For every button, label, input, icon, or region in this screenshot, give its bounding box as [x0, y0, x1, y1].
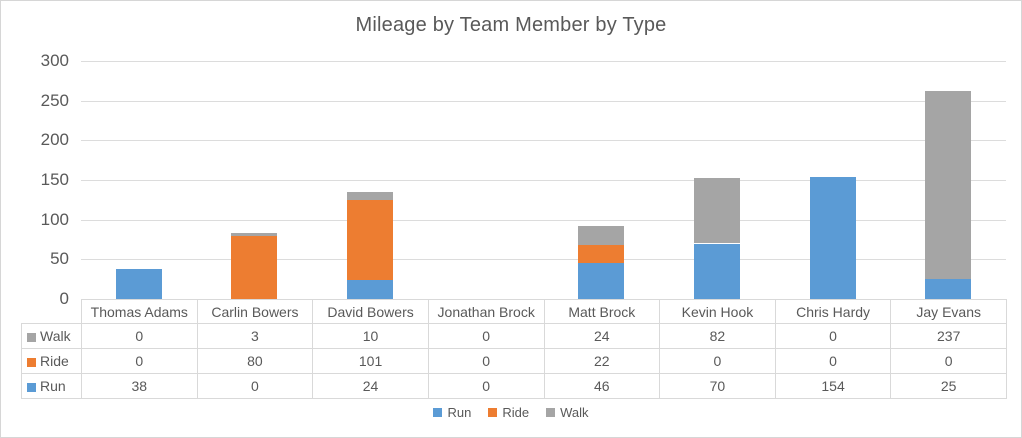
table-cell: 24 — [543, 323, 661, 349]
table-cell: 46 — [543, 373, 661, 399]
table-cell: 0 — [890, 348, 1007, 374]
bar-segment-walk — [925, 91, 972, 280]
bar-segment-run — [578, 262, 625, 299]
table-category-header: Jay Evans — [890, 299, 1007, 324]
table-cell: 80 — [196, 348, 314, 374]
table-cell: 10 — [312, 323, 429, 349]
bar-segment-ride — [347, 199, 394, 280]
table-cell: 0 — [196, 373, 314, 399]
legend-item-walk: Walk — [546, 405, 589, 420]
bar-segment-ride — [231, 235, 278, 299]
table-category-header: Jonathan Brock — [427, 299, 545, 324]
gridline-100 — [81, 220, 1006, 221]
table-cell: 70 — [659, 373, 776, 399]
table-category-header: Thomas Adams — [81, 299, 198, 324]
table-row-label-walk: Walk — [21, 323, 82, 349]
table-cell: 0 — [81, 323, 198, 349]
y-tick-label: 200 — [40, 130, 69, 149]
legend-label: Ride — [502, 405, 530, 420]
table-category-header: Chris Hardy — [774, 299, 892, 324]
table-cell: 82 — [659, 323, 776, 349]
walk-key-swatch-icon — [27, 333, 36, 342]
table-cell: 0 — [427, 348, 545, 374]
table-cell: 25 — [890, 373, 1007, 399]
table-cell: 0 — [427, 323, 545, 349]
run-key-swatch-icon — [27, 383, 36, 392]
table-category-header: Carlin Bowers — [196, 299, 314, 324]
table-cell: 0 — [774, 348, 892, 374]
table-row-label-run: Run — [21, 373, 82, 399]
y-tick-label: 300 — [40, 51, 69, 70]
walk-legend-swatch-icon — [546, 408, 556, 417]
ride-legend-swatch-icon — [488, 408, 498, 417]
table-row-label-ride: Ride — [21, 348, 82, 374]
bar-segment-run — [347, 280, 394, 299]
bar-segment-walk — [578, 226, 625, 245]
legend-item-run: Run — [433, 405, 471, 420]
y-tick-label: 50 — [50, 249, 69, 268]
chart-title: Mileage by Team Member by Type — [355, 14, 667, 36]
bar-segment-walk — [693, 178, 740, 244]
bar-segment-run — [809, 176, 856, 299]
data-table: Thomas Adams Carlin Bowers David Bowers Jon… — [21, 299, 1007, 399]
table-cell: 237 — [890, 323, 1007, 349]
legend-label: Walk — [560, 405, 589, 420]
table-corner-cell — [21, 299, 82, 324]
table-cell: 38 — [81, 373, 198, 399]
table-cell: 0 — [81, 348, 198, 374]
table-cell: 101 — [312, 348, 429, 374]
table-cell: 0 — [427, 373, 545, 399]
bar-segment-ride — [578, 245, 625, 263]
gridline-200 — [81, 140, 1006, 141]
ride-key-swatch-icon — [27, 358, 36, 367]
legend: Run Ride Walk — [1, 405, 1021, 420]
table-category-header: Matt Brock — [543, 299, 661, 324]
run-legend-swatch-icon — [433, 408, 443, 417]
bar-segment-run — [115, 268, 162, 299]
gridline-150 — [81, 180, 1006, 181]
legend-item-ride: Ride — [488, 405, 529, 420]
table-category-header: David Bowers — [312, 299, 429, 324]
bar-segment-walk — [231, 233, 278, 236]
table-cell: 24 — [312, 373, 429, 399]
y-tick-label: 0 — [59, 289, 69, 308]
table-cell: 154 — [774, 373, 892, 399]
y-tick-label: 150 — [40, 170, 69, 189]
table-cell: 0 — [659, 348, 776, 374]
table-category-header: Kevin Hook — [659, 299, 776, 324]
bar-segment-walk — [347, 191, 394, 200]
table-cell: 3 — [196, 323, 314, 349]
table-cell: 22 — [543, 348, 661, 374]
gridline-250 — [81, 101, 1006, 102]
gridline-50 — [81, 259, 1006, 260]
legend-label: Run — [447, 405, 472, 420]
gridline-300 — [81, 61, 1006, 62]
bar-segment-run — [925, 279, 972, 299]
y-tick-label: 100 — [40, 210, 69, 229]
bar-segment-run — [693, 243, 740, 299]
y-tick-label: 250 — [40, 91, 69, 110]
table-cell: 0 — [774, 323, 892, 349]
